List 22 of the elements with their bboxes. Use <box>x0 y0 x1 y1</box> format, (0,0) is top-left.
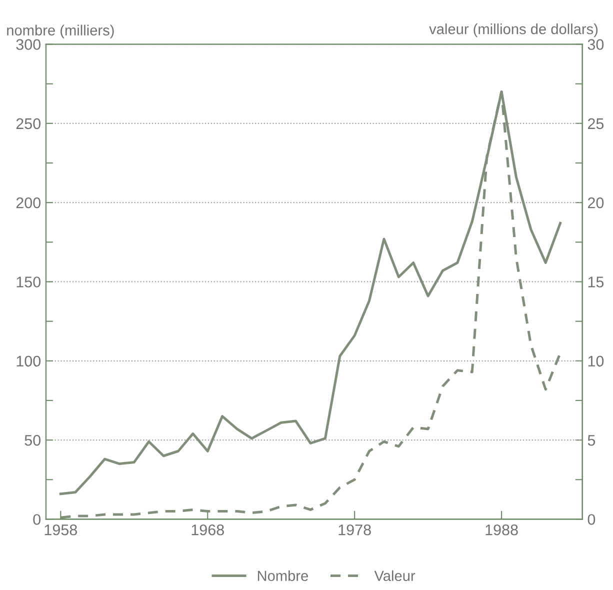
legend-label: Nombre <box>258 570 308 582</box>
y2-tick-label: 0 <box>588 514 596 525</box>
y2-tick-label: 10 <box>588 356 604 367</box>
y2-tick-label: 5 <box>588 435 596 446</box>
y2-tick-label: 20 <box>588 197 604 208</box>
y2-tick-label: 25 <box>588 118 604 130</box>
legend-label: Valeur <box>374 570 416 582</box>
y-tick-label: 250 <box>16 118 41 130</box>
y-axis-title: nombre (milliers) <box>7 24 114 38</box>
y2-axis-title: valeur (millions de dollars) <box>429 24 598 38</box>
x-tick-label: 1958 <box>44 524 77 536</box>
y-tick-label: 50 <box>24 434 41 446</box>
y-tick-label: 200 <box>16 197 41 208</box>
x-tick-label: 1978 <box>338 524 371 536</box>
y-tick-label: 300 <box>16 39 41 50</box>
y2-tick-label: 15 <box>588 276 604 288</box>
x-tick-label: 1968 <box>192 524 224 536</box>
y-tick-label: 100 <box>16 356 41 367</box>
y-tick-label: 0 <box>33 514 41 525</box>
x-tick-label: 1988 <box>486 524 518 536</box>
y-tick-label: 150 <box>16 276 41 288</box>
y2-tick-label: 30 <box>588 39 604 50</box>
